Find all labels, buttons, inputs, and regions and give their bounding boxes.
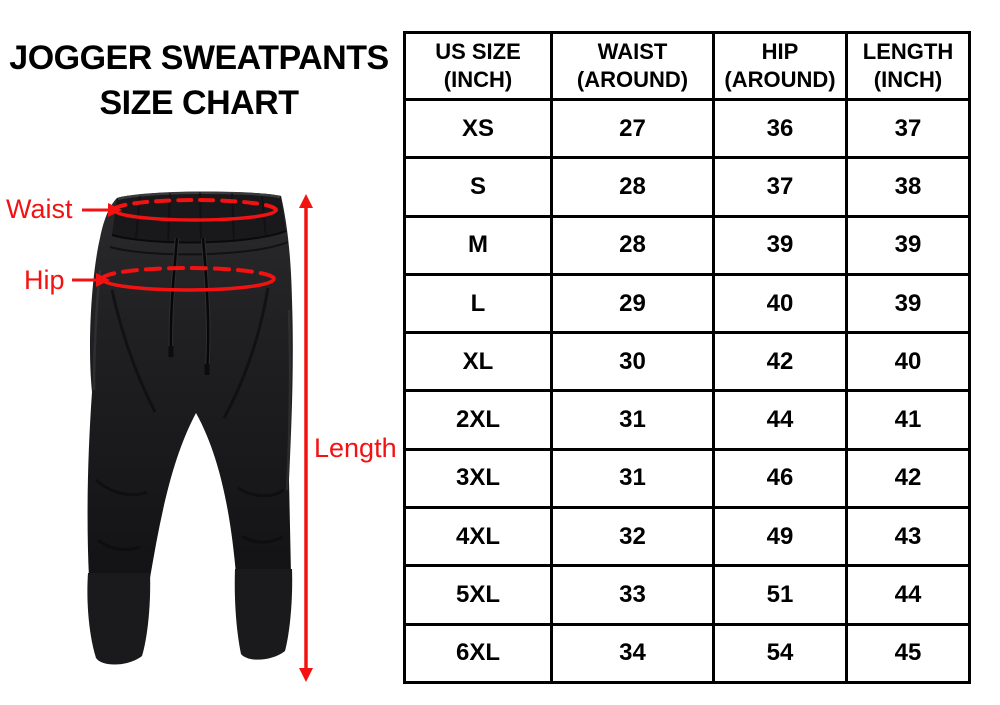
hip-cell: 44 [712, 389, 848, 451]
page-title-line2: SIZE CHART [99, 84, 300, 122]
hip-ellipse-solid [100, 278, 276, 292]
size-cell: 6XL [403, 622, 553, 685]
waist-cell: 28 [550, 156, 715, 218]
size-chart-table: US SIZE (INCH) WAIST (AROUND) HIP (AROUN… [403, 31, 971, 685]
header-length: LENGTH (INCH) [845, 31, 971, 101]
hip-label: Hip [24, 265, 65, 295]
length-label: Length [314, 433, 397, 463]
hip-annotation: Hip [24, 265, 276, 295]
waist-cell: 34 [550, 622, 715, 685]
waist-label: Waist [6, 194, 73, 224]
waist-ellipse-dashed [112, 198, 278, 212]
jogger-pants-illustration: Waist Hip Length [6, 191, 397, 682]
hip-cell: 46 [712, 447, 848, 510]
hip-cell: 36 [712, 97, 848, 160]
length-cell: 45 [845, 622, 971, 685]
header-us-size: US SIZE (INCH) [403, 31, 553, 101]
waistband-seam [111, 230, 287, 244]
size-cell: M [403, 214, 553, 276]
header-waist: WAIST (AROUND) [550, 31, 715, 101]
waistband-top-highlight [117, 191, 281, 201]
pants-cuff-right [234, 569, 293, 660]
waist-cell: 28 [550, 214, 715, 276]
hip-cell: 39 [712, 214, 848, 276]
length-cell: 39 [845, 214, 971, 276]
table-row: XS 27 36 37 [403, 97, 971, 160]
waist-ellipse-solid [112, 209, 278, 222]
waist-cell: 31 [550, 389, 715, 451]
waistband-gather-seam [109, 241, 289, 256]
hip-cell: 37 [712, 156, 848, 218]
hip-cell: 51 [712, 564, 848, 626]
page-title: JOGGER SWEATPANTS SIZE CHART [0, 36, 398, 126]
length-cell: 42 [845, 447, 971, 510]
waist-cell: 30 [550, 331, 715, 393]
table-row: 2XL 31 44 41 [403, 389, 971, 451]
length-arrow-down-icon [299, 668, 313, 682]
pants-waistband [112, 191, 286, 242]
table-header-row: US SIZE (INCH) WAIST (AROUND) HIP (AROUN… [403, 31, 971, 101]
hip-cell: 42 [712, 331, 848, 393]
measurement-annotations: Waist Hip Length [6, 194, 397, 682]
hip-cell: 40 [712, 272, 848, 335]
length-arrow-up-icon [299, 194, 313, 208]
pants-cuff-left [87, 573, 151, 665]
waist-annotation: Waist [6, 194, 278, 224]
length-cell: 38 [845, 156, 971, 218]
jogger-pants-image [87, 191, 293, 665]
table-row: 5XL 33 51 44 [403, 564, 971, 626]
pants-creases [95, 287, 285, 552]
size-cell: XL [403, 331, 553, 393]
size-cell: L [403, 272, 553, 335]
hip-cell: 54 [712, 622, 848, 685]
size-cell: 4XL [403, 506, 553, 568]
length-cell: 43 [845, 506, 971, 568]
length-cell: 37 [845, 97, 971, 160]
length-cell: 41 [845, 389, 971, 451]
size-cell: 3XL [403, 447, 553, 510]
table-row: 3XL 31 46 42 [403, 447, 971, 510]
waist-cell: 29 [550, 272, 715, 335]
hip-ellipse-dashed [100, 266, 276, 281]
table-row: M 28 39 39 [403, 214, 971, 276]
waist-cell: 31 [550, 447, 715, 510]
size-cell: 5XL [403, 564, 553, 626]
length-annotation: Length [299, 194, 397, 682]
size-cell: XS [403, 97, 553, 160]
waist-cell: 27 [550, 97, 715, 160]
table-row: L 29 40 39 [403, 272, 971, 335]
table-row: 4XL 32 49 43 [403, 506, 971, 568]
waist-cell: 33 [550, 564, 715, 626]
hip-cell: 49 [712, 506, 848, 568]
size-cell: 2XL [403, 389, 553, 451]
drawstring [168, 237, 211, 375]
page-title-line1: JOGGER SWEATPANTS [9, 39, 389, 77]
length-cell: 44 [845, 564, 971, 626]
header-hip: HIP (AROUND) [712, 31, 848, 101]
table-row: S 28 37 38 [403, 156, 971, 218]
table-row: XL 30 42 40 [403, 331, 971, 393]
length-cell: 40 [845, 331, 971, 393]
waist-cell: 32 [550, 506, 715, 568]
length-cell: 39 [845, 272, 971, 335]
table-row: 6XL 34 54 45 [403, 622, 971, 685]
size-cell: S [403, 156, 553, 218]
